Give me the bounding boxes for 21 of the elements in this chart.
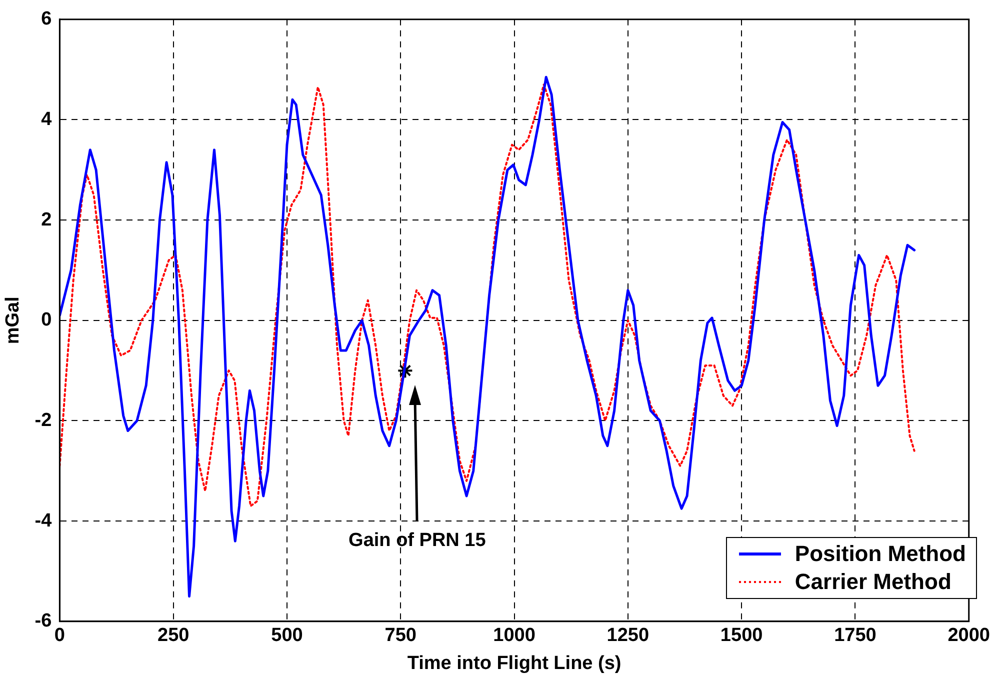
x-tick-label: 2000 (948, 625, 990, 646)
legend-label: Carrier Method (794, 568, 952, 596)
y-tick-label: 4 (41, 108, 52, 130)
x-tick-label: 250 (157, 625, 190, 646)
x-tick-label: 750 (384, 625, 416, 646)
y-tick-label: -4 (34, 510, 52, 532)
y-tick-label: 6 (41, 8, 52, 30)
x-tick-label: 1000 (493, 625, 536, 646)
legend-label: Position Method (794, 540, 966, 568)
y-axis-title: mGal (2, 296, 24, 344)
line-series (60, 84, 916, 508)
x-tick-label: 500 (271, 625, 303, 646)
annotation: Gain of PRN 15 (348, 530, 486, 551)
y-tick-label: 2 (41, 209, 52, 230)
x-axis-title: Time into Flight Line (s) (407, 652, 622, 674)
x-tick-label: 1250 (606, 625, 650, 646)
x-tick-label: 1500 (720, 625, 763, 646)
y-tick-label: -2 (34, 410, 52, 431)
y-tick-label: 0 (41, 310, 52, 331)
x-tick-label: 1750 (834, 625, 876, 646)
y-tick-label: -6 (34, 610, 52, 632)
